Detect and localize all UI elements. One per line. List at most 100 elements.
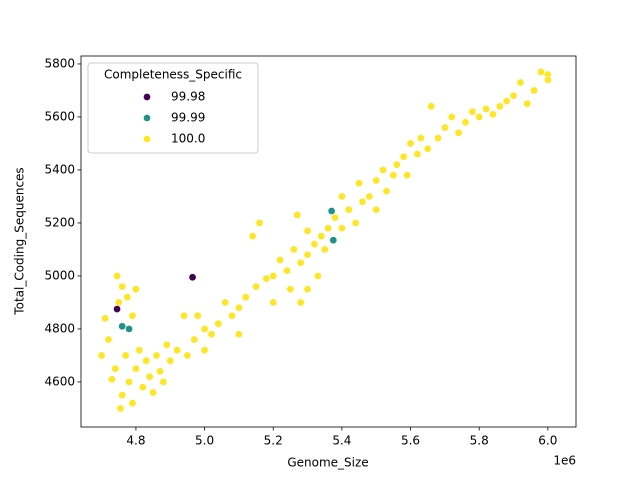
point <box>482 105 490 113</box>
point <box>113 272 121 280</box>
point <box>382 187 391 195</box>
axes-frame <box>80 55 577 428</box>
point <box>475 113 484 121</box>
point <box>180 311 188 320</box>
point <box>248 232 257 241</box>
point <box>221 298 230 307</box>
point <box>113 305 121 313</box>
point <box>413 150 422 158</box>
point <box>416 134 425 142</box>
y-tick-label: 5400 <box>44 162 75 176</box>
legend-label: 99.98 <box>171 90 205 104</box>
point <box>365 192 374 201</box>
point <box>128 311 137 320</box>
legend-label: 99.99 <box>171 111 205 125</box>
point <box>495 102 504 111</box>
x-axis-label: Genome_Size <box>287 456 368 470</box>
legend-marker <box>143 114 151 122</box>
x-tick-label: 5.6 <box>401 434 420 448</box>
point <box>116 404 125 413</box>
point <box>303 285 312 294</box>
point <box>276 256 284 264</box>
point <box>193 311 202 320</box>
point <box>406 139 415 148</box>
point <box>97 351 106 360</box>
point <box>441 123 449 132</box>
point <box>516 78 525 87</box>
point <box>152 351 161 360</box>
x-tick-label: 5.4 <box>332 434 351 448</box>
point <box>303 250 312 259</box>
point <box>317 232 326 241</box>
point <box>200 325 209 333</box>
point <box>123 293 132 301</box>
point <box>159 378 168 386</box>
point <box>200 346 209 354</box>
point <box>389 171 398 180</box>
point <box>156 367 164 376</box>
point <box>310 240 319 248</box>
point <box>149 388 157 397</box>
point <box>447 113 456 121</box>
point <box>489 110 497 119</box>
point <box>190 335 199 344</box>
point <box>235 303 243 312</box>
point <box>399 152 408 161</box>
point <box>125 325 133 333</box>
point <box>166 356 175 365</box>
x-offset-label: 1e6 <box>553 454 576 468</box>
point <box>324 224 333 233</box>
point <box>132 364 140 373</box>
point <box>468 107 477 116</box>
point <box>289 245 298 254</box>
point <box>530 86 538 95</box>
point <box>303 227 312 235</box>
point <box>121 351 130 360</box>
point <box>329 236 338 245</box>
point <box>104 335 113 344</box>
point <box>331 213 339 222</box>
legend-marker <box>143 93 151 101</box>
y-axis-label: Total_Coding_Sequences <box>13 167 27 315</box>
point <box>214 319 223 328</box>
point <box>296 258 305 267</box>
point <box>544 76 552 84</box>
point <box>379 166 387 174</box>
point <box>355 179 363 188</box>
point <box>262 274 271 283</box>
point <box>241 293 250 301</box>
point <box>320 245 329 254</box>
point <box>188 273 197 282</box>
point <box>269 298 278 307</box>
point <box>173 346 181 354</box>
point <box>125 378 133 386</box>
point <box>162 341 171 349</box>
y-tick-label: 5600 <box>44 109 75 123</box>
point <box>338 224 346 233</box>
point <box>118 322 127 331</box>
x-tick-label: 4.8 <box>126 434 145 448</box>
point <box>135 346 144 354</box>
plot-area <box>97 68 552 413</box>
point <box>142 356 151 365</box>
point <box>293 211 302 219</box>
point <box>183 351 192 360</box>
point <box>427 102 435 111</box>
point <box>358 197 367 206</box>
y-tick-label: 4800 <box>44 321 75 335</box>
point <box>111 364 120 373</box>
point <box>372 205 381 214</box>
point <box>132 285 140 294</box>
legend: Completeness_Specific 99.98 99.99 100.0 <box>87 62 259 154</box>
point <box>344 205 353 214</box>
point <box>114 298 123 307</box>
point <box>372 176 381 185</box>
point <box>252 282 260 291</box>
point <box>235 330 243 339</box>
point <box>269 272 278 280</box>
point <box>403 171 411 180</box>
point <box>423 144 432 153</box>
point <box>283 266 291 275</box>
point <box>128 399 137 407</box>
point <box>296 298 305 307</box>
